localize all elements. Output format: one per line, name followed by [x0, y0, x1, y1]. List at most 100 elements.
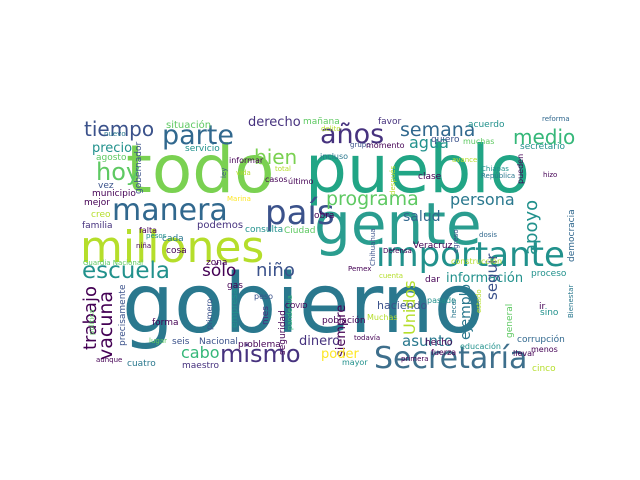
word-cada: cada [162, 234, 184, 244]
word-nuevo: nuevo [104, 130, 126, 138]
word-forma: forma [152, 318, 179, 328]
word-unidos: Unidos [400, 280, 419, 335]
word-total: total [275, 165, 291, 173]
word-secretario: secretario [520, 142, 565, 152]
word-general: general [505, 304, 515, 338]
word-guardia-nacional: Guardia Nacional [83, 259, 143, 267]
word-municipio: municipio [92, 189, 136, 199]
word-incluso: incluso [320, 152, 348, 161]
word-pasado: pasado [427, 296, 456, 305]
word-llevar: llevar [513, 349, 536, 358]
word-vez: vez [98, 181, 114, 191]
word-casos: casos [265, 175, 288, 184]
word-familia: familia [82, 221, 112, 231]
word-egreso: egreso [452, 229, 460, 253]
word-falta: falta [139, 226, 157, 235]
word-medio: medio [513, 125, 575, 149]
word-estado: estado [475, 289, 483, 313]
word-podemos: podemos [197, 220, 243, 231]
word-poder: poder [321, 347, 359, 362]
word-agosto: agosto [96, 153, 127, 163]
word-clase: clase [418, 172, 442, 182]
word-cuenta: cuenta [379, 272, 403, 280]
word-información: información [446, 271, 523, 286]
word-población: población [322, 315, 366, 326]
word-sino: sino [540, 308, 559, 318]
word-reforma: reforma [542, 115, 570, 123]
word-manera: manera [112, 193, 228, 228]
word-primero: primero [205, 299, 214, 330]
word-niño: niño [256, 260, 295, 281]
word-ciudad: Ciudad [284, 226, 315, 236]
word-apoyo: apoyo [521, 200, 542, 255]
word-pesos: pesos [146, 232, 167, 240]
word-mayor: mayor [342, 358, 368, 367]
word-tiempo: tiempo [84, 117, 154, 141]
word-grupo: grupo [350, 141, 370, 149]
word-construcción: construcción [451, 256, 502, 266]
word-bien: bien [254, 145, 297, 169]
word-años: años [320, 119, 384, 150]
word-proceso: proceso [531, 269, 567, 279]
word-niña: niña [136, 242, 151, 250]
word-delito: delito [321, 125, 341, 133]
word-importante: importante [376, 235, 565, 275]
word-democracia: democracia [567, 209, 577, 262]
word-pueden: pueden [516, 154, 525, 184]
word-cosa: cosa [166, 246, 187, 256]
word-lugar: lugar [149, 337, 167, 345]
word-gobernador: gobernador [134, 142, 144, 194]
word-primera: primera [401, 355, 429, 363]
word-dar: dar [425, 275, 440, 285]
word-país: país [265, 193, 335, 233]
word-parte: parte [162, 120, 234, 151]
word-seis: seis [172, 337, 190, 347]
word-mes: mes [261, 306, 271, 325]
word-mañana: mañana [303, 117, 340, 127]
word-escuela: escuela [82, 258, 170, 284]
word-bienestar: Bienestar [567, 285, 575, 318]
word-creo: creo [91, 210, 111, 220]
word-hecer: hecer [450, 298, 458, 318]
word-pemex: Pemex [348, 265, 371, 273]
word-empresa: empresa [230, 289, 240, 328]
word-persona: persona [450, 190, 515, 209]
word-vida: vida [236, 169, 251, 177]
word-mismo: mismo [220, 340, 301, 368]
word-sólo: sólo [202, 261, 236, 281]
word-último: último [288, 177, 313, 186]
word-educación: educación [460, 341, 501, 351]
word-consulta: consulta [245, 225, 283, 235]
word-pandemia: pandemia [286, 295, 294, 330]
word-vacuna: vacuna [95, 291, 117, 360]
word-obra: obra [314, 211, 334, 221]
word-servicio: servicio [185, 144, 220, 154]
word-mejor: mejor [84, 198, 110, 208]
word-menos: menos [531, 345, 558, 354]
word-chiapas: Chiapas [481, 165, 509, 173]
word-ir: ir [539, 302, 546, 312]
word-seguridad: seguridad [278, 310, 288, 355]
word-precio: precio [92, 141, 132, 156]
word-momento: momento [366, 141, 405, 150]
word-situación: situación [166, 119, 211, 131]
word-gas: gas [227, 281, 243, 291]
word-gobierno: gobierno [122, 257, 484, 352]
word-hoy: hoy [96, 158, 140, 186]
word-derecho: derecho [248, 115, 301, 130]
word-programa: programa [326, 188, 419, 210]
word-asunto: asunto [402, 332, 453, 350]
word-favor: favor [378, 117, 402, 127]
word-muchas: muchas [463, 137, 494, 146]
word-dosis: dosis [479, 231, 497, 239]
word-gente: gente [314, 190, 482, 258]
word-quiero: quiero [431, 135, 460, 145]
word-pueblo: pueblo [305, 131, 530, 208]
word-todo: todo [126, 131, 275, 208]
word-peso: peso [254, 292, 273, 301]
word-república: República [481, 172, 515, 180]
word-problema: problema [238, 340, 281, 350]
word-acuerdo: acuerdo [468, 120, 505, 130]
word-fuerza: fuerza [431, 348, 456, 357]
